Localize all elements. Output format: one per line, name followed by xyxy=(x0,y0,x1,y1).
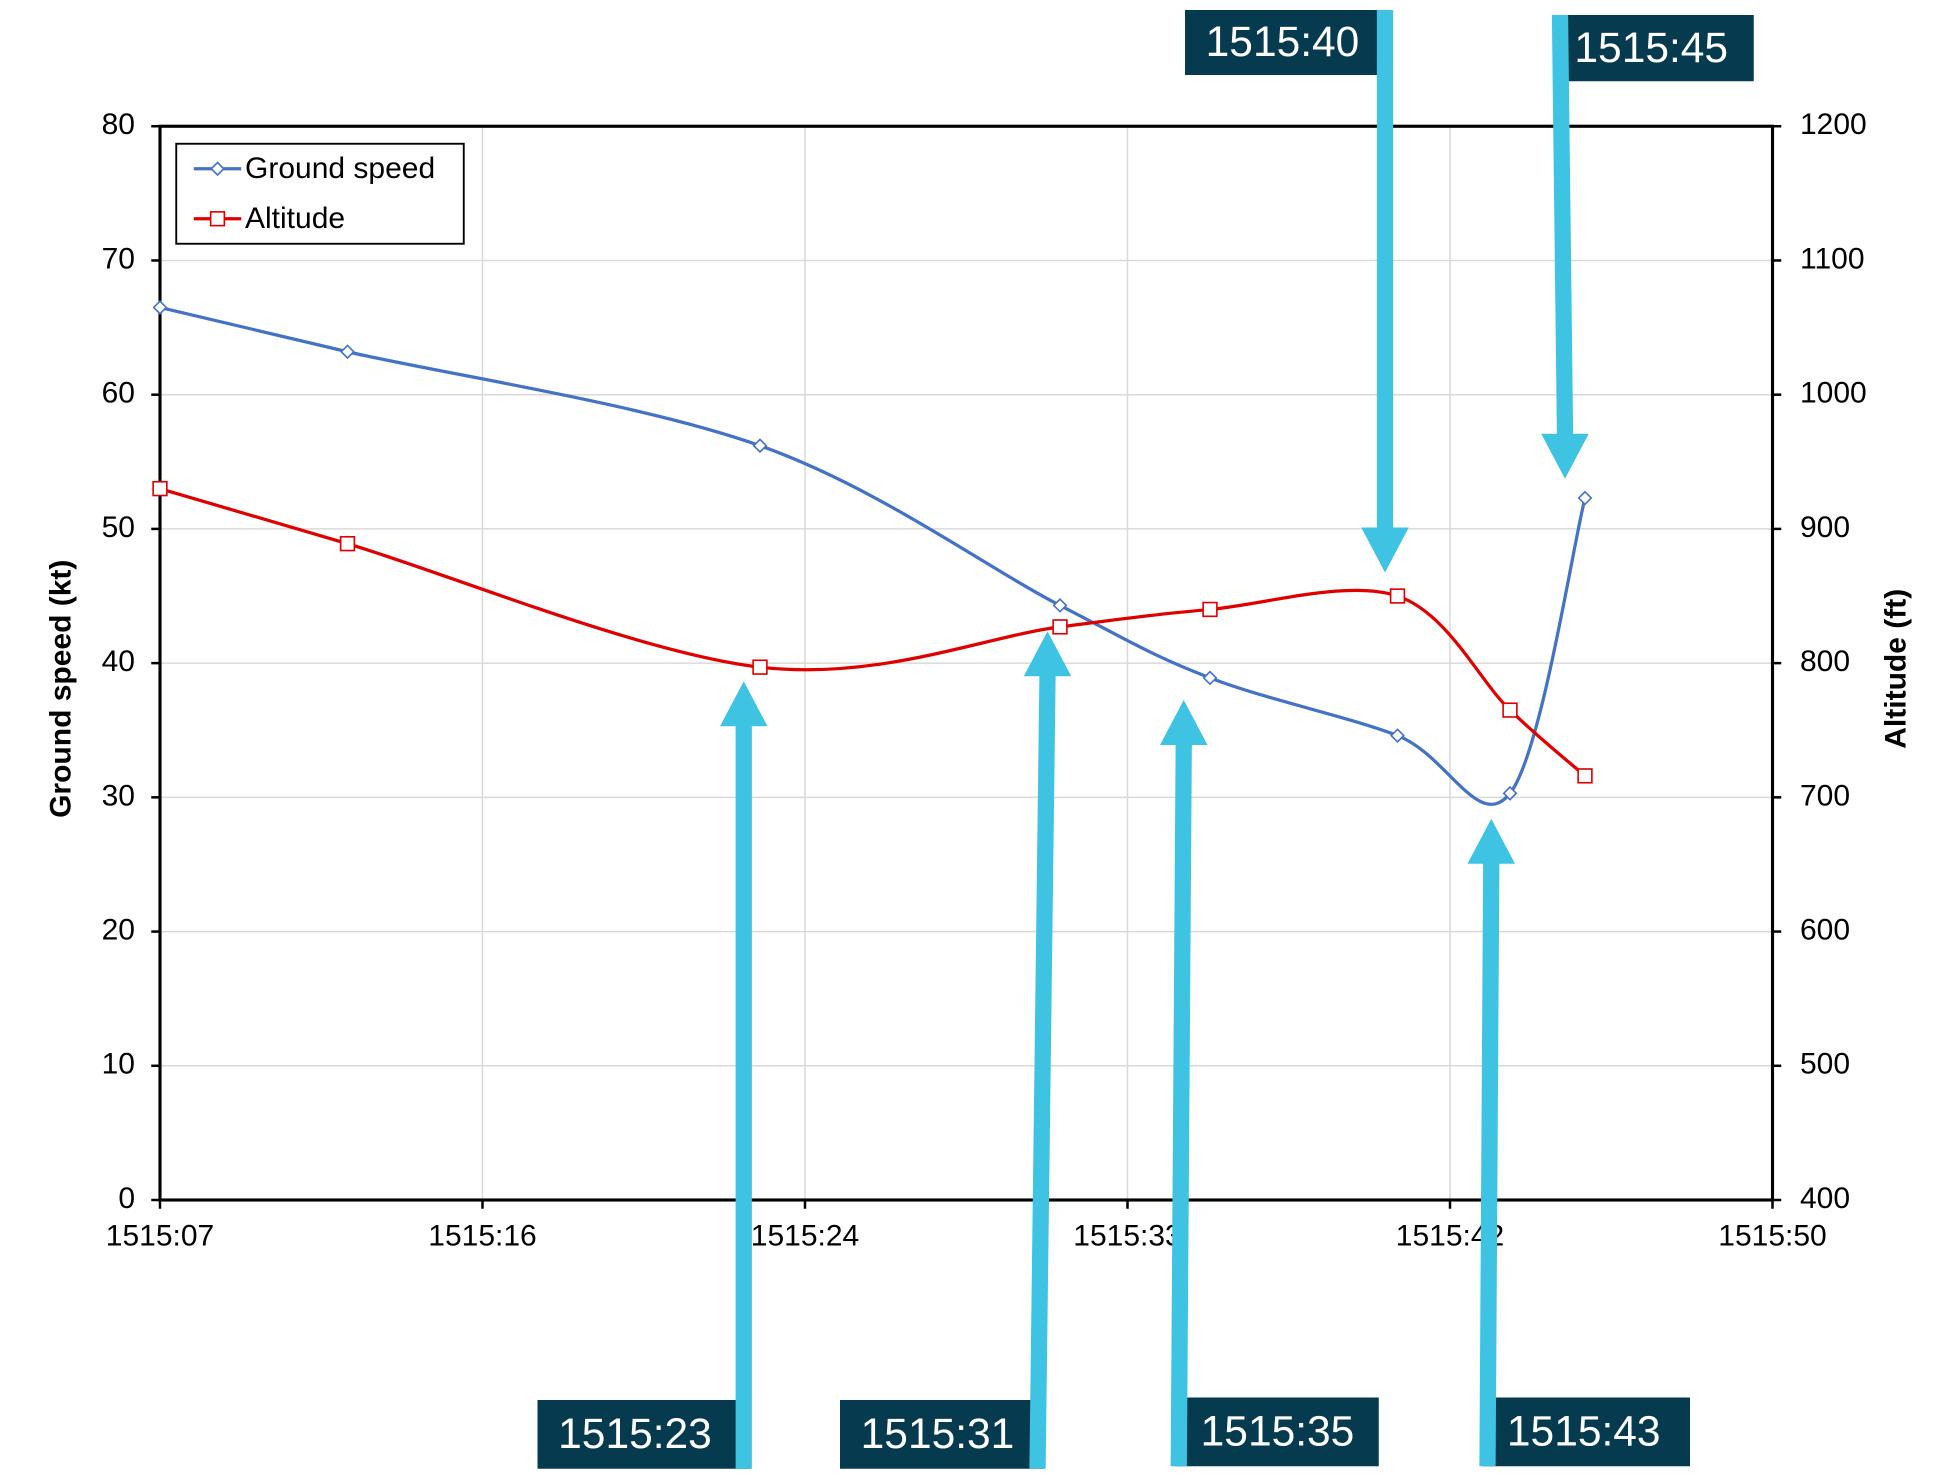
callout-label: 1515:45 xyxy=(1574,25,1728,72)
series-layer xyxy=(152,300,1593,806)
y2-tick-label: 700 xyxy=(1800,779,1850,812)
point-marker xyxy=(1577,768,1593,784)
y-tick-label: 70 xyxy=(102,242,135,275)
callouts: 1515:23 1515:31 1515:35 1515:43 1515:40 1515:… xyxy=(537,10,1754,1469)
legend-label: Altitude xyxy=(245,202,345,235)
y2-tick-label: 900 xyxy=(1800,511,1850,544)
point-marker xyxy=(1502,785,1518,801)
callout: 1515:45 xyxy=(1541,15,1754,479)
x-tick-label: 1515:07 xyxy=(106,1219,214,1252)
callout: 1515:40 xyxy=(1185,10,1409,573)
x-tick-label: 1515:50 xyxy=(1718,1219,1826,1252)
axes: 0 10 20 30 40 50 60 70 80 400 500 600 700 800 900 1000 1… xyxy=(102,108,1867,1252)
x-tick-label: 1515:24 xyxy=(751,1219,859,1252)
y2-tick-label: 500 xyxy=(1800,1048,1850,1081)
callout-arrow xyxy=(1160,700,1208,1467)
legend-box xyxy=(175,142,465,245)
point-marker xyxy=(152,480,168,497)
callout-label: 1515:31 xyxy=(861,1411,1015,1458)
point-marker xyxy=(1202,670,1218,686)
point-marker xyxy=(1052,598,1068,613)
point-marker xyxy=(1202,601,1218,618)
legend: Ground speed Altitude xyxy=(175,142,465,245)
callout-box xyxy=(537,1400,750,1469)
point-marker xyxy=(1577,490,1593,506)
y-tick-label: 10 xyxy=(102,1048,135,1081)
callout: 1515:31 xyxy=(840,631,1072,1469)
y2-tick-label: 1200 xyxy=(1800,108,1867,141)
callout: 1515:43 xyxy=(1467,818,1690,1467)
callout-box xyxy=(1482,1397,1690,1467)
y-tick-label: 40 xyxy=(102,645,135,678)
callout-box xyxy=(1175,1397,1379,1467)
x-tick-label: 1515:33 xyxy=(1073,1219,1181,1252)
point-marker xyxy=(152,300,168,315)
point-marker xyxy=(339,535,356,552)
callout-label: 1515:43 xyxy=(1507,1409,1661,1456)
callout-arrow xyxy=(1467,818,1515,1467)
point-marker xyxy=(1389,588,1406,604)
y-tick-label: 30 xyxy=(102,779,135,812)
y2-tick-label: 600 xyxy=(1800,913,1850,946)
y-axis-title: Ground speed (kt) xyxy=(44,560,77,818)
y-tick-label: 50 xyxy=(102,511,135,544)
callout-arrow xyxy=(1541,15,1589,479)
point-marker xyxy=(752,659,768,675)
callout: 1515:23 xyxy=(537,681,768,1469)
callout-arrow xyxy=(1361,10,1409,573)
callout-box xyxy=(1553,15,1754,82)
y2-tick-label: 400 xyxy=(1800,1182,1850,1215)
point-marker xyxy=(340,344,355,360)
y-tick-label: 80 xyxy=(102,108,135,141)
y2-axis-title: Altitude (ft) xyxy=(1879,589,1912,749)
callout-label: 1515:23 xyxy=(558,1411,712,1458)
x-tick-label: 1515:16 xyxy=(428,1219,536,1252)
callout-box xyxy=(1185,10,1379,75)
point-marker xyxy=(1390,728,1405,744)
legend-marker xyxy=(209,211,226,227)
callout-arrow xyxy=(720,681,768,1469)
y2-tick-label: 1000 xyxy=(1800,377,1867,410)
y-tick-label: 0 xyxy=(118,1182,135,1215)
y2-tick-label: 800 xyxy=(1800,645,1850,678)
y2-tick-label: 1100 xyxy=(1800,242,1865,275)
callout-label: 1515:40 xyxy=(1206,19,1360,66)
point-marker xyxy=(1052,619,1068,635)
y-tick-label: 20 xyxy=(102,913,135,946)
point-marker xyxy=(1502,702,1518,718)
callout-label: 1515:35 xyxy=(1201,1409,1355,1456)
point-marker xyxy=(752,438,768,454)
y-tick-label: 60 xyxy=(102,377,135,410)
legend-label: Ground speed xyxy=(245,152,435,185)
plot-frame xyxy=(158,124,1775,1202)
callout: 1515:35 xyxy=(1160,700,1379,1467)
callout-box xyxy=(840,1400,1044,1469)
callout-arrow xyxy=(1023,631,1072,1469)
legend-marker xyxy=(210,161,225,177)
